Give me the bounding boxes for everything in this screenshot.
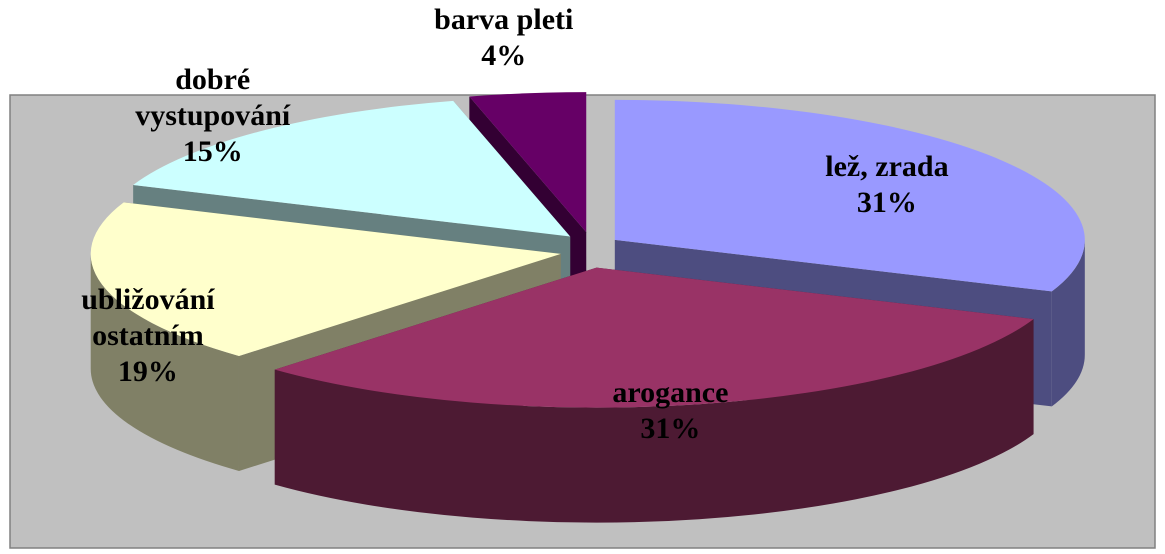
slice bbox=[90, 202, 561, 356]
slice bbox=[274, 267, 1034, 408]
category-label: lež, zrada bbox=[825, 149, 949, 183]
category-label: dobré vystupování bbox=[135, 62, 291, 132]
slice-label: dobré vystupování 15% bbox=[108, 62, 318, 170]
slice bbox=[614, 99, 1085, 292]
slice-wall bbox=[1051, 239, 1085, 407]
slice-label: ubližování ostatním 19% bbox=[43, 282, 253, 390]
category-label: arogance bbox=[612, 375, 729, 409]
category-label: ubližování ostatním bbox=[81, 283, 215, 353]
value-label: 15% bbox=[182, 134, 243, 168]
slice-wall bbox=[274, 319, 1034, 523]
slice bbox=[469, 92, 587, 233]
slice-label: lež, zrada 31% bbox=[782, 149, 992, 221]
value-label: 31% bbox=[640, 411, 701, 445]
slice-label: arogance 31% bbox=[565, 375, 775, 447]
value-label: 4% bbox=[481, 38, 527, 72]
slice bbox=[133, 100, 571, 237]
value-label: 31% bbox=[856, 185, 917, 219]
category-label: barva pleti bbox=[434, 2, 574, 36]
slice-wall bbox=[90, 253, 239, 471]
slice-label: barva pleti 4% bbox=[399, 2, 609, 74]
value-label: 19% bbox=[117, 355, 178, 389]
